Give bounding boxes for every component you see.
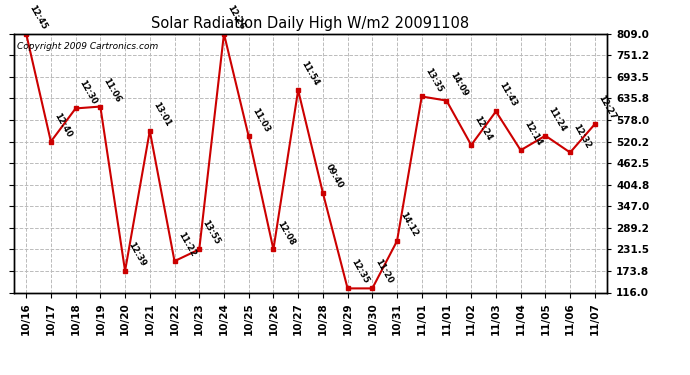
Text: 13:35: 13:35 <box>423 66 444 94</box>
Text: 12:24: 12:24 <box>473 114 494 142</box>
Text: Copyright 2009 Cartronics.com: Copyright 2009 Cartronics.com <box>17 42 158 51</box>
Text: 11:54: 11:54 <box>299 60 321 87</box>
Text: 14:12: 14:12 <box>398 210 420 238</box>
Text: 13:01: 13:01 <box>151 100 172 128</box>
Text: 09:40: 09:40 <box>324 163 345 190</box>
Text: 11:24: 11:24 <box>546 105 568 133</box>
Text: 11:20: 11:20 <box>374 258 395 286</box>
Text: 14:09: 14:09 <box>448 70 469 98</box>
Text: 12:08: 12:08 <box>275 219 296 247</box>
Text: 12:27: 12:27 <box>596 94 618 122</box>
Text: 12:35: 12:35 <box>349 258 370 286</box>
Text: 12:14: 12:14 <box>522 120 543 147</box>
Text: 11:22: 11:22 <box>176 231 197 258</box>
Text: 12:39: 12:39 <box>126 241 148 268</box>
Text: 12:40: 12:40 <box>52 111 73 139</box>
Text: 11:03: 11:03 <box>250 106 271 134</box>
Text: 12:45: 12:45 <box>28 3 49 31</box>
Text: 12:26: 12:26 <box>226 3 246 31</box>
Title: Solar Radiation Daily High W/m2 20091108: Solar Radiation Daily High W/m2 20091108 <box>151 16 470 31</box>
Text: 12:32: 12:32 <box>571 122 593 150</box>
Text: 11:06: 11:06 <box>101 76 123 104</box>
Text: 11:43: 11:43 <box>497 81 518 109</box>
Text: 13:55: 13:55 <box>201 219 221 247</box>
Text: 12:30: 12:30 <box>77 78 98 106</box>
